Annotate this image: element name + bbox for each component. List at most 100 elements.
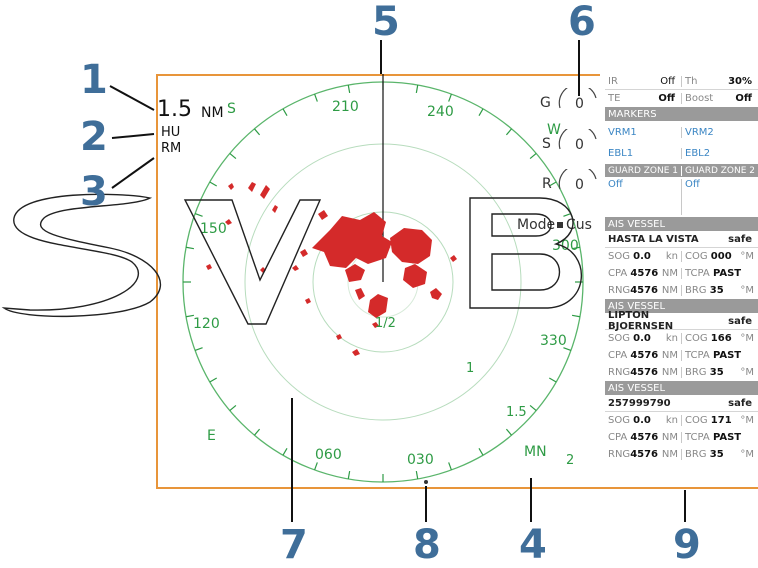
brg-unit: °M xyxy=(740,367,754,378)
cog-value: 166 xyxy=(710,333,732,344)
cpa-unit: NM xyxy=(661,350,678,361)
bearing-tick xyxy=(505,128,513,136)
te-value: Off xyxy=(658,93,675,104)
callout-2: 2 xyxy=(80,114,108,160)
cpa-unit: NM xyxy=(661,432,678,443)
sea-clutter-value: 0 xyxy=(575,137,584,153)
te-row[interactable]: TE Off xyxy=(605,93,681,104)
ais-vessel-header: AIS VESSEL xyxy=(605,299,758,313)
svb-watermark xyxy=(1,193,582,325)
gain-value: 0 xyxy=(575,96,584,112)
ring-label-one-half: 1.5 xyxy=(506,405,527,420)
bearing-label-330: 330 xyxy=(540,333,567,349)
rain-clutter-value: 0 xyxy=(575,177,584,193)
cog-unit: °M xyxy=(740,251,754,262)
brg-label: BRG xyxy=(685,285,707,296)
rng-value: 4576 xyxy=(630,449,659,460)
sog-value: 0.0 xyxy=(633,333,651,344)
tcpa-label: TCPA xyxy=(685,350,710,361)
bearing-tick xyxy=(478,447,484,456)
mode-dot-icon xyxy=(557,222,563,228)
vrm2-marker[interactable]: VRM2 xyxy=(681,126,758,138)
rng-value: 4576 xyxy=(630,367,659,378)
rain-clutter-label: R xyxy=(542,176,552,192)
bearing-tick xyxy=(529,152,537,160)
cog-label: COG xyxy=(685,251,708,262)
bearing-tick xyxy=(571,246,581,250)
bearing-tick xyxy=(314,93,318,102)
tcpa-value: PAST xyxy=(712,268,742,279)
threshold-label: Th xyxy=(685,76,698,87)
brg-label: BRG xyxy=(685,367,707,378)
sea-clutter-dial[interactable] xyxy=(556,129,600,159)
sog-value: 0.0 xyxy=(633,415,651,426)
radar-ppi[interactable] xyxy=(156,74,606,489)
bearing-tick xyxy=(253,128,261,136)
brg-value: 35 xyxy=(709,285,724,296)
bearing-tick xyxy=(209,181,218,187)
threshold-value: 30% xyxy=(728,76,752,87)
ebl2-marker[interactable]: EBL2 xyxy=(681,148,758,159)
range-value: 1.5 xyxy=(157,97,192,122)
bearing-tick xyxy=(347,470,351,480)
cpa-value: 4576 xyxy=(630,432,659,443)
callout-4: 4 xyxy=(519,522,547,568)
brg-unit: °M xyxy=(740,285,754,296)
vessel-status: safe xyxy=(728,397,752,409)
compass-label-w: W xyxy=(547,122,561,138)
threshold-row[interactable]: Th 30% xyxy=(681,76,758,87)
rng-unit: NM xyxy=(661,367,678,378)
bearing-tick xyxy=(548,181,557,187)
mode-label: Mode xyxy=(517,217,556,233)
ais-vessel-block[interactable]: AIS VESSEL 257999790 safe SOG 0.0 kn COG… xyxy=(605,381,758,463)
gain-label: G xyxy=(540,95,551,111)
sog-unit: kn xyxy=(665,333,678,344)
bearing-tick xyxy=(448,93,452,102)
cog-unit: °M xyxy=(740,415,754,426)
ebl1-marker[interactable]: EBL1 xyxy=(608,148,634,159)
range-unit: NM xyxy=(201,105,224,121)
bearing-tick xyxy=(563,213,572,217)
guard-zone-2-value[interactable]: Off xyxy=(681,179,758,215)
bearing-label-150: 150 xyxy=(200,221,227,237)
vrm1-marker[interactable]: VRM1 xyxy=(608,126,637,138)
own-vessel-marker xyxy=(424,480,428,484)
ir-row[interactable]: IR Off xyxy=(605,76,681,87)
ais-vessel-block[interactable]: AIS VESSEL HASTA LA VISTA safe SOG 0.0 k… xyxy=(605,217,758,299)
bearing-tick xyxy=(185,314,195,318)
orientation-mode: HU xyxy=(161,125,181,140)
vessel-status: safe xyxy=(728,315,752,327)
bearing-tick xyxy=(505,428,513,436)
bearing-tick xyxy=(314,462,318,471)
cog-label: COG xyxy=(685,415,708,426)
callout-7: 7 xyxy=(280,522,308,568)
ais-vessel-header: AIS VESSEL xyxy=(605,217,758,231)
bearing-label-060: 060 xyxy=(315,447,342,463)
cpa-label: CPA xyxy=(608,350,628,361)
ais-vessel-block[interactable]: AIS VESSEL LIPTON BJOERNSEN safe SOG 0.0… xyxy=(605,299,758,381)
vessel-name: LIPTON BJOERNSEN xyxy=(608,310,674,332)
ring-label-half: 1/2 xyxy=(375,316,396,331)
callout-8: 8 xyxy=(413,522,441,568)
ir-value: Off xyxy=(660,76,675,87)
te-label: TE xyxy=(608,93,621,104)
guard-zone-1-value[interactable]: Off xyxy=(608,179,623,190)
bearing-tick xyxy=(282,447,288,456)
bearing-tick xyxy=(282,108,288,117)
bearing-label-240: 240 xyxy=(427,104,454,120)
guard-zone-1-header: GUARD ZONE 1 xyxy=(608,165,679,176)
guard-zone-2-header: GUARD ZONE 2 xyxy=(681,165,758,176)
cpa-value: 4576 xyxy=(630,350,659,361)
info-panel: IR Off Th 30% TE Off Boost Off MARKERS VRM1 … xyxy=(605,74,758,487)
bearing-label-210: 210 xyxy=(332,99,359,115)
cpa-label: CPA xyxy=(608,432,628,443)
cog-value: 171 xyxy=(710,415,732,426)
boost-row[interactable]: Boost Off xyxy=(681,93,758,104)
rain-clutter-dial[interactable] xyxy=(556,169,600,199)
gain-dial[interactable] xyxy=(556,88,600,118)
callout-6: 6 xyxy=(568,0,596,45)
ir-label: IR xyxy=(608,76,618,87)
bearing-tick xyxy=(194,213,203,217)
rng-unit: NM xyxy=(661,449,678,460)
